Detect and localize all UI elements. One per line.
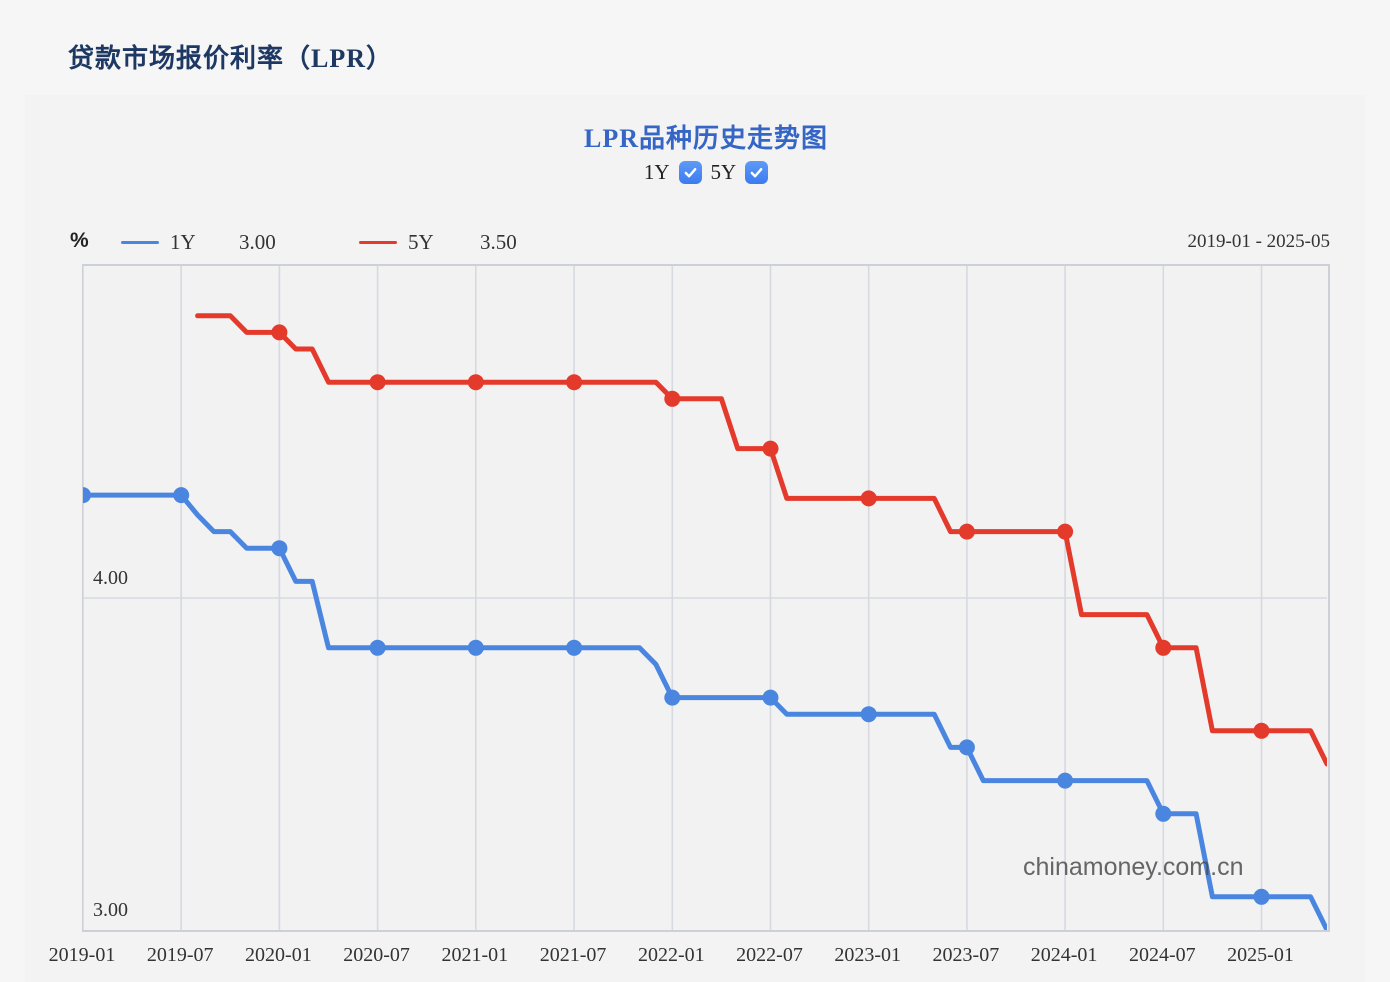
x-tick-label: 2025-01 xyxy=(1227,944,1294,966)
1y-checkbox[interactable] xyxy=(678,161,702,184)
x-tick-label: 2021-07 xyxy=(539,944,607,966)
checkmark-icon xyxy=(750,168,763,178)
x-tick-label: 2022-01 xyxy=(637,944,705,966)
x-axis: 2019-01 2019-07 2020-01 2020-07 2021-01 2021-… xyxy=(49,944,1330,974)
x-tick-label: 2024-01 xyxy=(1030,944,1098,966)
marker-1y xyxy=(83,487,91,504)
marker-5y xyxy=(467,374,484,391)
y-axis-unit: % xyxy=(70,229,89,252)
marker-5y xyxy=(1155,639,1172,656)
marker-5y xyxy=(762,440,779,457)
x-tick-label: 2023-07 xyxy=(932,944,1000,966)
marker-1y xyxy=(271,540,288,557)
marker-1y xyxy=(958,739,975,756)
x-tick-label: 2023-01 xyxy=(834,944,902,966)
marker-5y xyxy=(1253,722,1270,739)
marker-1y xyxy=(369,639,386,656)
legend-label-1y: 1Y xyxy=(170,230,196,254)
plot-area[interactable]: chinamoney.com.cn 4.00 3.00 xyxy=(82,264,1330,932)
marker-1y xyxy=(762,689,779,706)
legend-value-5y: 3.50 xyxy=(480,230,517,254)
toggle-label-1y: 1Y xyxy=(643,160,670,184)
marker-5y xyxy=(566,374,583,391)
marker-5y xyxy=(958,523,975,540)
x-tick-label: 2022-07 xyxy=(736,944,803,966)
marker-1y xyxy=(1253,888,1270,905)
marker-1y xyxy=(664,689,681,706)
5y-checkbox[interactable] xyxy=(745,161,769,184)
line-1y xyxy=(83,492,1327,930)
marker-1y xyxy=(1155,805,1172,822)
x-tick-label: 2020-07 xyxy=(343,944,410,966)
marker-1y xyxy=(467,639,484,656)
marker-1y xyxy=(860,706,877,723)
x-tick-label: 2020-01 xyxy=(245,944,312,966)
chart-title: LPR品种历史走势图 xyxy=(583,124,828,153)
marker-5y xyxy=(271,324,288,341)
x-tick-label: 2024-07 xyxy=(1128,944,1196,966)
marker-5y xyxy=(860,490,877,507)
checkmark-icon xyxy=(684,168,696,178)
x-tick-label: 2019-07 xyxy=(146,944,214,966)
series-toggle-row: 1Y 5Y xyxy=(82,160,1330,185)
legend-label-5y: 5Y xyxy=(408,230,434,254)
line-5y xyxy=(195,313,1327,767)
marker-5y xyxy=(369,374,386,391)
legend-swatch-1y xyxy=(121,241,159,244)
marker-1y xyxy=(173,487,190,504)
marker-5y xyxy=(1057,523,1074,540)
date-range-label: 2019-01 - 2025-05 xyxy=(1187,231,1330,252)
marker-1y xyxy=(566,639,583,656)
legend-swatch-5y xyxy=(359,241,397,244)
lpr-line-chart[interactable] xyxy=(83,266,1327,930)
x-tick-label: 2019-01 xyxy=(48,944,116,966)
legend-value-1y: 3.00 xyxy=(239,230,276,254)
toggle-label-5y: 5Y xyxy=(710,160,737,184)
x-tick-label: 2021-01 xyxy=(441,944,509,966)
marker-1y xyxy=(1057,772,1074,789)
marker-5y xyxy=(664,390,681,407)
legend-row: % 1Y 3.00 5Y 3.50 2019-01 - 2025-05 xyxy=(0,228,1390,258)
page-title: 贷款市场报价利率（LPR） xyxy=(68,44,394,73)
